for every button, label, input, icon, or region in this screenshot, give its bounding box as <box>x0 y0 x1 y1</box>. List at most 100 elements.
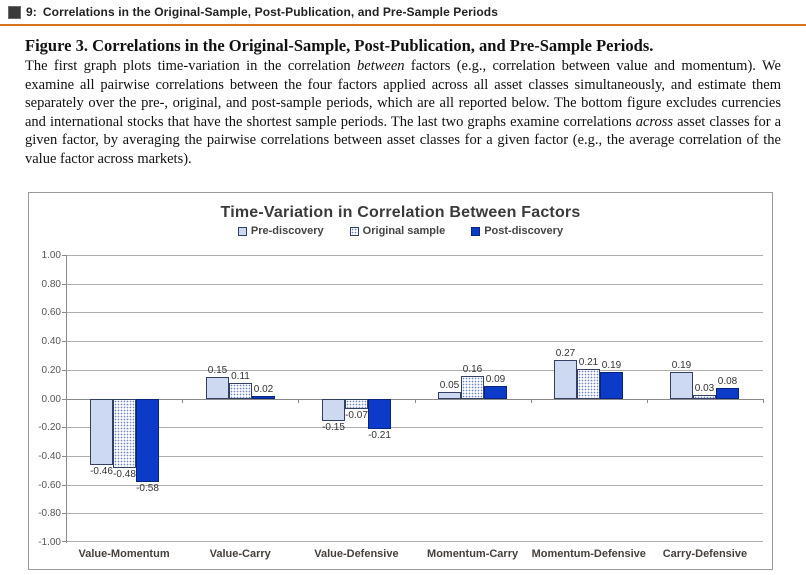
bar-value-label: -0.07 <box>345 409 368 421</box>
category-label-value-carry: Value-Carry <box>209 548 271 560</box>
plot-area: -0.46 0.15 -0.15 0.05 0.27 0.19 -0.48 0.11 -0.07… <box>66 255 764 543</box>
gridline <box>66 284 763 285</box>
caption-text: asset classes for a given factor, by ave… <box>25 113 782 167</box>
chart-title: Time-Variation in Correlation Between Fa… <box>220 204 581 221</box>
category-label-momentum-defensive: Momentum-Defensive <box>531 548 646 560</box>
bar-original-sample <box>461 375 484 399</box>
y-axis-label: -0.80 <box>38 508 61 519</box>
bar-pre-discovery <box>438 391 461 399</box>
figure-caption: Figure 3. Correlations in the Original-S… <box>25 36 781 168</box>
legend-label: Post-discovery <box>484 225 564 237</box>
x-axis-tick <box>647 398 648 403</box>
legend-item-original-sample: Original sample <box>349 225 446 237</box>
bar-value-label: 0.16 <box>462 363 483 375</box>
y-axis-label: -1.00 <box>38 537 61 548</box>
legend-swatch-pre-discovery <box>237 226 247 236</box>
y-axis-label: 0.40 <box>41 336 61 347</box>
bar-original-sample <box>345 398 368 409</box>
plot-layer: -0.46 0.15 -0.15 0.05 0.27 0.19 -0.48 0.11 -0.07… <box>29 193 774 571</box>
bar-value-label: -0.48 <box>113 468 136 480</box>
legend-label: Pre-discovery <box>250 225 324 237</box>
bar-pre-discovery <box>90 398 113 465</box>
gridline <box>66 399 763 400</box>
bar-value-label: -0.46 <box>90 465 113 477</box>
gridline <box>66 513 763 514</box>
y-axis-tick <box>62 513 66 514</box>
gridline <box>66 427 763 428</box>
figure-icon <box>8 5 21 19</box>
chart-figure: Time-Variation in Correlation Between Fa… <box>28 192 773 570</box>
caption-italic-word: across <box>635 113 674 130</box>
y-axis-tick <box>62 427 66 428</box>
y-axis-tick <box>62 284 66 285</box>
caption-text: The first graph plots time-variation in … <box>25 58 358 74</box>
y-axis-tick <box>62 399 66 400</box>
x-axis-tick <box>415 398 416 403</box>
y-axis-label: -0.60 <box>38 480 61 491</box>
bar-value-label: -0.15 <box>322 421 345 433</box>
y-axis-label: 0.00 <box>41 394 61 405</box>
bar-value-label: 0.21 <box>578 356 599 368</box>
y-axis-tick <box>62 255 66 256</box>
gridline <box>66 370 763 371</box>
x-axis-tick <box>66 398 67 403</box>
bar-value-label: 0.27 <box>555 347 576 359</box>
bar-post-discovery <box>600 371 623 399</box>
bar-pre-discovery <box>670 371 693 399</box>
y-axis-label: 0.60 <box>41 307 61 318</box>
y-axis-label: 0.80 <box>41 279 61 290</box>
legend-label: Original sample <box>362 225 446 237</box>
y-axis-tick <box>62 541 66 542</box>
bar-post-discovery <box>368 398 391 429</box>
category-label-momentum-carry: Momentum-Carry <box>427 548 519 560</box>
bar-post-discovery <box>484 385 507 399</box>
bar-value-label: 0.08 <box>717 375 738 387</box>
gridline <box>66 456 763 457</box>
bar-pre-discovery <box>554 359 577 399</box>
y-axis-tick <box>62 485 66 486</box>
x-axis-tick <box>763 398 764 403</box>
y-axis-tick <box>62 312 66 313</box>
bar-value-label: 0.03 <box>694 382 715 394</box>
bar-value-label: -0.21 <box>368 429 391 441</box>
bar-original-sample <box>577 368 600 399</box>
bar-pre-discovery <box>206 376 229 399</box>
caption-heading: Figure 3. Correlations in the Original-S… <box>25 36 654 55</box>
category-label-value-momentum: Value-Momentum <box>78 548 170 560</box>
bar-value-label: -0.58 <box>136 482 159 494</box>
bar-original-sample <box>229 382 252 399</box>
bar-post-discovery <box>136 398 159 482</box>
category-label-carry-defensive: Carry-Defensive <box>662 548 748 560</box>
bar-original-sample <box>113 398 136 468</box>
bar-value-label: 0.11 <box>231 370 250 382</box>
header-figure-number: 9: <box>26 5 37 19</box>
legend-item-pre-discovery: Pre-discovery <box>237 225 324 237</box>
gridline <box>66 541 763 542</box>
legend-swatch-original-sample <box>349 226 359 236</box>
bar-value-label: 0.19 <box>671 359 692 371</box>
y-axis-label: 0.20 <box>41 365 61 376</box>
y-axis-label: -0.40 <box>38 451 61 462</box>
header-title: Correlations in the Original-Sample, Pos… <box>42 5 498 19</box>
y-axis-tick <box>62 456 66 457</box>
bar-value-label: 0.19 <box>601 359 622 371</box>
gridline <box>66 312 763 313</box>
chart-legend: Pre-discovery Original sample Post-discove… <box>29 225 772 237</box>
bar-post-discovery <box>716 387 739 399</box>
category-label-value-defensive: Value-Defensive <box>314 548 399 560</box>
x-axis-tick <box>182 398 183 403</box>
bar-pre-discovery <box>322 398 345 421</box>
gridline <box>66 341 763 342</box>
bar-value-label: 0.05 <box>439 379 460 391</box>
legend-swatch-post-discovery <box>471 226 481 236</box>
caption-text: factors (e.g., correlation between value… <box>25 58 781 130</box>
legend-item-post-discovery: Post-discovery <box>471 225 563 237</box>
bar-value-label: 0.09 <box>485 373 506 385</box>
x-axis-tick <box>531 398 532 403</box>
y-axis-label: 1.00 <box>41 250 61 261</box>
y-axis-label: -0.20 <box>38 422 61 433</box>
gridline <box>66 485 763 486</box>
caption-body: The first graph plots time-variation in … <box>25 58 781 167</box>
gridline <box>66 255 763 256</box>
bar-value-label: 0.02 <box>253 383 274 395</box>
